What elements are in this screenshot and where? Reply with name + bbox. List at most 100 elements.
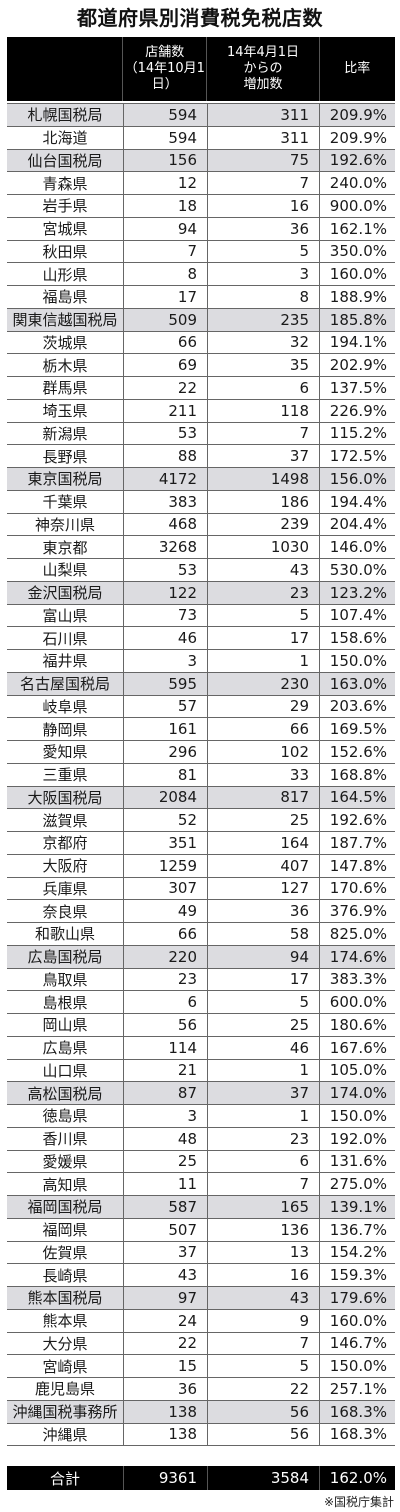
cell-name: 東京国税局 <box>27 470 103 489</box>
cell-name: 沖縄県 <box>42 1425 88 1444</box>
table-row: 栃木県 69 35 202.9% <box>7 354 395 377</box>
cell-increase: 5 <box>207 240 319 263</box>
cell-stores: 138 <box>123 1400 207 1423</box>
cell-ratio: 174.0% <box>319 1082 395 1104</box>
cell-name: 奈良県 <box>42 902 88 921</box>
cell-increase: 6 <box>207 1150 319 1173</box>
cell-stores: 587 <box>123 1196 207 1218</box>
cell-name: 北海道 <box>42 129 88 148</box>
cell-name: 高知県 <box>42 1175 88 1194</box>
cell-name: 京都府 <box>42 834 88 853</box>
cell-stores: 17 <box>123 286 207 308</box>
table-row: 高知県 11 7 275.0% <box>7 1173 395 1196</box>
cell-ratio: 159.3% <box>319 1264 395 1286</box>
cell-name: 宮崎県 <box>42 1357 88 1376</box>
cell-increase: 43 <box>207 559 319 581</box>
cell-name: 鹿児島県 <box>34 1380 95 1399</box>
table-row: 沖縄県 138 56 168.3% <box>7 1423 395 1447</box>
cell-ratio: 146.0% <box>319 536 395 558</box>
cell-stores: 3 <box>123 1105 207 1127</box>
cell-ratio: 204.4% <box>319 513 395 536</box>
cell-stores: 138 <box>123 1423 207 1446</box>
table-row: 山梨県 53 43 530.0% <box>7 559 395 582</box>
cell-increase: 56 <box>207 1400 319 1423</box>
table-row: 島根県 6 5 600.0% <box>7 991 395 1014</box>
cell-name: 兵庫県 <box>42 879 88 898</box>
cell-increase: 5 <box>207 1355 319 1377</box>
cell-stores: 3 <box>123 650 207 672</box>
cell-ratio: 194.4% <box>319 490 395 513</box>
table-row-region: 関東信越国税局 509 235 185.8% <box>7 308 395 332</box>
total-ratio: 162.0% <box>319 1466 395 1490</box>
cell-stores: 1259 <box>123 854 207 877</box>
cell-ratio: 150.0% <box>319 650 395 672</box>
table-row: 石川県 46 17 158.6% <box>7 627 395 650</box>
table-row: 広島県 114 46 167.6% <box>7 1036 395 1060</box>
cell-name: 熊本県 <box>42 1312 88 1331</box>
table-row: 埼玉県 211 118 226.9% <box>7 399 395 423</box>
cell-ratio: 350.0% <box>319 240 395 263</box>
cell-ratio: 163.0% <box>319 672 395 695</box>
cell-ratio: 900.0% <box>319 195 395 217</box>
cell-name: 山梨県 <box>42 561 88 580</box>
cell-increase: 1498 <box>207 468 319 490</box>
cell-increase: 165 <box>207 1196 319 1218</box>
cell-stores: 73 <box>123 604 207 627</box>
table-row: 群馬県 22 6 137.5% <box>7 377 395 400</box>
cell-name: 山口県 <box>42 1061 88 1080</box>
cell-ratio: 192.0% <box>319 1127 395 1150</box>
table-row: 熊本県 24 9 160.0% <box>7 1309 395 1333</box>
cell-increase: 239 <box>207 513 319 536</box>
table-row: 新潟県 53 7 115.2% <box>7 422 395 446</box>
cell-stores: 468 <box>123 513 207 536</box>
table-row: 福岡県 507 136 136.7% <box>7 1218 395 1242</box>
cell-ratio: 164.5% <box>319 786 395 809</box>
total-row: 合計 9361 3584 162.0% <box>7 1466 395 1490</box>
cell-ratio: 162.1% <box>319 217 395 240</box>
cell-stores: 46 <box>123 627 207 649</box>
cell-ratio: 168.8% <box>319 763 395 786</box>
cell-increase: 1 <box>207 650 319 672</box>
table-row: 長崎県 43 16 159.3% <box>7 1264 395 1287</box>
cell-name: 秋田県 <box>42 242 88 261</box>
cell-stores: 36 <box>123 1378 207 1400</box>
cell-ratio: 115.2% <box>319 422 395 445</box>
total-label: 合計 <box>49 1469 80 1488</box>
table-row: 鳥取県 23 17 383.3% <box>7 968 395 992</box>
cell-increase: 35 <box>207 354 319 376</box>
cell-stores: 22 <box>123 1332 207 1355</box>
cell-name: 石川県 <box>42 629 88 648</box>
cell-stores: 296 <box>123 741 207 763</box>
cell-ratio: 131.6% <box>319 1150 395 1173</box>
page-title: 都道府県別消費税免税店数 <box>77 6 323 30</box>
cell-name: 高松国税局 <box>27 1084 103 1103</box>
table-row: 滋賀県 52 25 192.6% <box>7 809 395 832</box>
cell-increase: 186 <box>207 490 319 513</box>
cell-increase: 1030 <box>207 536 319 558</box>
cell-name: 福岡国税局 <box>27 1198 103 1217</box>
cell-stores: 53 <box>123 559 207 581</box>
cell-increase: 9 <box>207 1309 319 1332</box>
cell-name: 東京都 <box>42 538 88 557</box>
cell-increase: 1 <box>207 1105 319 1127</box>
cell-increase: 56 <box>207 1423 319 1446</box>
cell-name: 福島県 <box>42 288 88 307</box>
table-row: 北海道 594 311 209.9% <box>7 126 395 150</box>
cell-name: 島根県 <box>42 993 88 1012</box>
cell-increase: 16 <box>207 1264 319 1286</box>
cell-ratio: 152.6% <box>319 741 395 763</box>
cell-increase: 5 <box>207 604 319 627</box>
cell-stores: 37 <box>123 1241 207 1264</box>
table-row-region: 大阪国税局 2084 817 164.5% <box>7 786 395 810</box>
cell-name: 札幌国税局 <box>27 106 103 125</box>
cell-ratio: 202.9% <box>319 354 395 376</box>
table-row-region: 広島国税局 220 94 174.6% <box>7 945 395 969</box>
cell-stores: 24 <box>123 1309 207 1332</box>
table-row: 山形県 8 3 160.0% <box>7 263 395 286</box>
total-increase: 3584 <box>207 1466 319 1490</box>
cell-name: 富山県 <box>42 606 88 625</box>
table-row: 長野県 88 37 172.5% <box>7 445 395 468</box>
table-row: 宮城県 94 36 162.1% <box>7 217 395 241</box>
cell-name: 鳥取県 <box>42 970 88 989</box>
cell-ratio: 185.8% <box>319 308 395 331</box>
